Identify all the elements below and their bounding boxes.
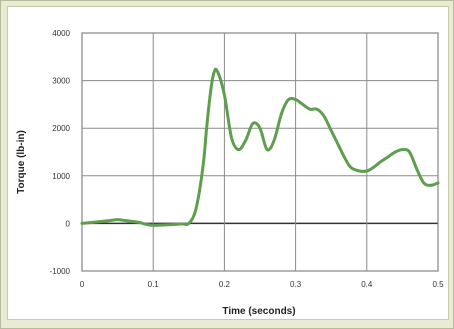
x-tick-label: 0.2 xyxy=(219,280,231,289)
x-tick-label: 0.1 xyxy=(148,280,160,289)
plot-border xyxy=(81,32,439,272)
x-axis-label: Time (seconds) xyxy=(222,306,295,317)
torque-series-line xyxy=(80,67,440,227)
x-tick-label: 0 xyxy=(80,280,85,289)
y-tick-label: 4000 xyxy=(52,29,70,38)
chart-panel xyxy=(7,6,449,320)
y-tick-label: 0 xyxy=(66,219,71,228)
y-axis-label: Torque (lb-in) xyxy=(16,130,27,194)
y-tick-label: 3000 xyxy=(52,77,70,86)
x-tick-label: 0.3 xyxy=(290,280,302,289)
y-tick-label: 1000 xyxy=(52,172,70,181)
x-tick-label: 0.5 xyxy=(432,280,444,289)
x-tick-label: 0.4 xyxy=(361,280,373,289)
x-tick-labels: 0 0.1 0.2 0.3 0.4 0.5 xyxy=(80,280,444,289)
y-tick-label: 2000 xyxy=(52,124,70,133)
grid-lines xyxy=(81,32,439,272)
y-tick-labels: -1000 0 1000 2000 3000 4000 xyxy=(50,29,71,276)
y-tick-label: -1000 xyxy=(50,267,71,276)
